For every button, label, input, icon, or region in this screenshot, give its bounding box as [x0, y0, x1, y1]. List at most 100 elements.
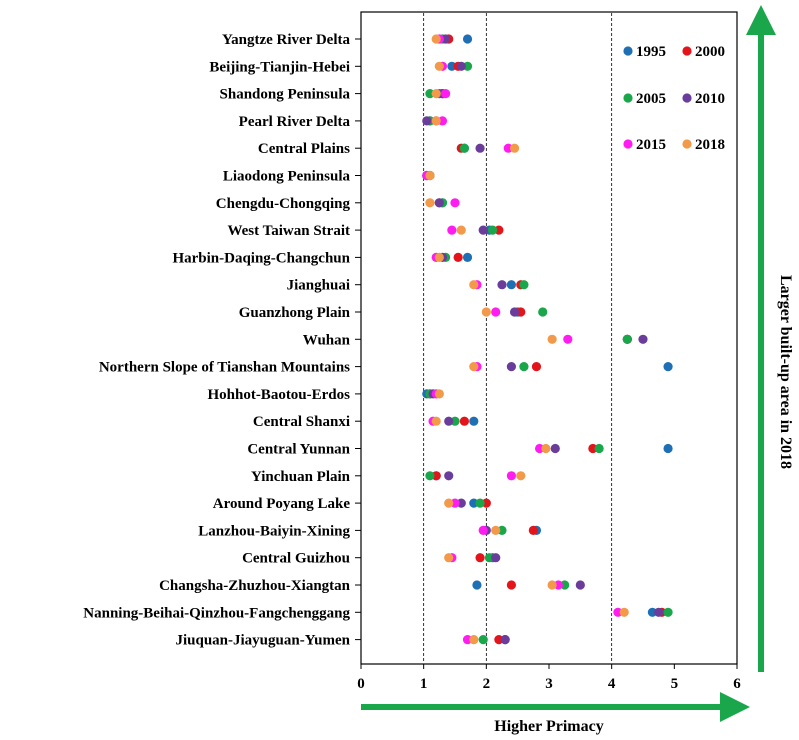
- category-label: Wuhan: [303, 332, 351, 348]
- x-axis-title: Higher Primacy: [494, 718, 603, 735]
- data-point: [638, 334, 648, 344]
- data-point: [425, 471, 435, 481]
- x-axis-ticks: 0 1 2 3 4 5 6: [357, 664, 741, 692]
- data-point: [488, 225, 498, 235]
- data-point: [491, 307, 501, 317]
- legend-label: 2015: [636, 137, 666, 153]
- x-tick-label: 6: [733, 676, 741, 692]
- category-label: Central Plains: [258, 141, 350, 157]
- category-label: Yangtze River Delta: [222, 32, 351, 48]
- legend-marker: [623, 139, 633, 149]
- legend-marker: [682, 139, 692, 149]
- data-point: [425, 170, 435, 181]
- data-point: [441, 89, 451, 99]
- category-label: Harbin-Daqing-Changchun: [172, 250, 350, 266]
- data-point: [459, 143, 469, 153]
- data-point: [434, 198, 444, 208]
- category-label: Pearl River Delta: [239, 114, 351, 130]
- x-tick-label: 2: [483, 676, 491, 692]
- legend-label: 2005: [636, 91, 666, 107]
- reference-lines: [423, 13, 613, 663]
- data-point: [434, 61, 444, 71]
- legend-marker: [623, 93, 633, 103]
- data-point: [453, 252, 463, 262]
- category-label: Beijing-Tianjin-Hebei: [209, 59, 350, 75]
- data-point: [500, 635, 510, 645]
- category-label: Central Shanxi: [253, 414, 350, 430]
- category-label: Liaodong Peninsula: [223, 169, 351, 185]
- data-point: [538, 307, 548, 317]
- data-point: [444, 471, 454, 481]
- category-label: Guanzhong Plain: [239, 305, 351, 321]
- category-label: Yinchuan Plain: [251, 469, 351, 485]
- data-point: [431, 89, 441, 99]
- data-point: [491, 525, 501, 536]
- data-point: [447, 225, 457, 235]
- data-point: [469, 635, 479, 645]
- data-point: [550, 443, 560, 454]
- data-point: [469, 280, 479, 290]
- data-point: [509, 307, 520, 317]
- data-point: [469, 416, 479, 426]
- data-point: [431, 116, 441, 126]
- category-label: Northern Slope of Tianshan Mountains: [99, 360, 350, 376]
- x-tick-label: 3: [545, 676, 553, 692]
- data-point: [444, 416, 454, 426]
- data-point: [575, 580, 585, 590]
- category-label: Hohhot-Baotou-Erdos: [207, 387, 350, 403]
- category-label: Chengdu-Chongqing: [216, 196, 351, 212]
- data-point: [478, 525, 488, 536]
- x-tick-label: 4: [608, 676, 616, 692]
- category-label: Central Guizhou: [242, 551, 350, 567]
- data-point: [663, 607, 673, 617]
- x-tick-label: 0: [357, 676, 365, 692]
- data-point: [622, 334, 632, 344]
- legend-marker: [623, 46, 633, 56]
- data-point: [434, 389, 444, 399]
- x-tick-label: 5: [671, 676, 679, 692]
- data-point: [444, 553, 454, 563]
- data-point: [456, 61, 466, 71]
- data-point: [516, 471, 526, 481]
- data-point: [422, 116, 432, 126]
- y-axis-title: Larger built-up area in 2018: [777, 275, 794, 469]
- data-point: [456, 225, 466, 235]
- data-point: [547, 580, 557, 590]
- data-point: [497, 280, 507, 290]
- data-point: [462, 252, 473, 262]
- data-point: [481, 307, 491, 317]
- data-point: [472, 580, 482, 590]
- data-point: [434, 252, 444, 262]
- category-label: West Taiwan Strait: [227, 223, 350, 239]
- data-point: [478, 635, 488, 645]
- data-point: [547, 334, 557, 344]
- data-point: [563, 334, 573, 344]
- legend-label: 2010: [695, 91, 725, 107]
- data-point: [663, 443, 673, 454]
- data-point: [519, 280, 529, 290]
- data-point: [469, 362, 479, 372]
- category-label: Shandong Peninsula: [220, 87, 351, 103]
- data-point: [475, 143, 485, 153]
- data-point: [619, 607, 629, 617]
- category-labels: Yangtze River Delta Beijing-Tianjin-Hebei…: [83, 32, 361, 649]
- data-point: [506, 471, 516, 481]
- category-label: Central Yunnan: [247, 442, 350, 458]
- legend: 1995 2000 2005 2010 2015 2018: [623, 44, 725, 153]
- data-point: [425, 198, 435, 208]
- data-point: [519, 362, 529, 372]
- data-point: [506, 362, 516, 372]
- category-label: Changsha-Zhuzhou-Xiangtan: [159, 578, 351, 594]
- category-label: Around Poyang Lake: [213, 496, 351, 512]
- legend-label: 2000: [695, 44, 725, 60]
- data-point: [541, 443, 551, 454]
- category-label: Lanzhou-Baiyin-Xining: [198, 523, 350, 539]
- legend-marker: [682, 46, 692, 56]
- data-point: [431, 416, 441, 426]
- data-point: [478, 225, 488, 235]
- data-point: [491, 553, 501, 563]
- category-label: Jiuquan-Jiayuguan-Yumen: [175, 633, 350, 649]
- category-label: Nanning-Beihai-Qinzhou-Fangchenggang: [83, 605, 350, 621]
- data-point: [431, 34, 441, 44]
